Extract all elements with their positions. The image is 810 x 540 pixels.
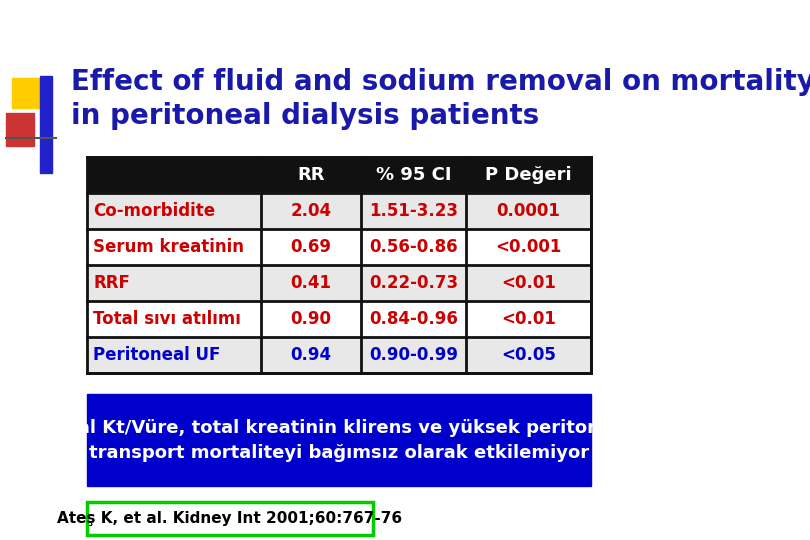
Text: % 95 CI: % 95 CI (376, 166, 451, 184)
Text: Total Kt/Vüre, total kreatinin klirens ve yüksek peritoneal
transport mortalitey: Total Kt/Vüre, total kreatinin klirens v… (47, 418, 630, 462)
Bar (87, 301, 590, 336)
Text: Peritoneal UF: Peritoneal UF (93, 346, 220, 363)
Text: 0.94: 0.94 (290, 346, 331, 363)
Text: 0.22-0.73: 0.22-0.73 (369, 274, 458, 292)
Text: 0.0001: 0.0001 (497, 201, 561, 220)
Text: Effect of fluid and sodium removal on mortality
in peritoneal dialysis patients: Effect of fluid and sodium removal on mo… (71, 68, 810, 130)
Text: 1.51-3.23: 1.51-3.23 (369, 201, 458, 220)
Bar (87, 265, 590, 301)
Bar (87, 157, 590, 373)
Text: 0.90-0.99: 0.90-0.99 (369, 346, 458, 363)
Text: P Değeri: P Değeri (485, 166, 572, 184)
Text: 0.84-0.96: 0.84-0.96 (369, 309, 458, 328)
Text: 0.69: 0.69 (290, 238, 331, 255)
Text: Ateş K, et al. Kidney Int 2001;60:767-76: Ateş K, et al. Kidney Int 2001;60:767-76 (58, 511, 403, 526)
Text: <0.001: <0.001 (495, 238, 561, 255)
Bar (6, 113, 34, 146)
Text: 0.56-0.86: 0.56-0.86 (369, 238, 458, 255)
Bar (87, 394, 590, 486)
Bar (87, 228, 590, 265)
Text: <0.05: <0.05 (501, 346, 556, 363)
Text: 0.41: 0.41 (290, 274, 331, 292)
Text: Serum kreatinin: Serum kreatinin (93, 238, 245, 255)
Text: Total sıvı atılımı: Total sıvı atılımı (93, 309, 241, 328)
Text: 2.04: 2.04 (290, 201, 331, 220)
Bar (12, 78, 47, 108)
Text: RR: RR (297, 166, 325, 184)
Text: <0.01: <0.01 (501, 274, 556, 292)
Bar (40, 76, 52, 173)
Bar (87, 336, 590, 373)
Text: 0.90: 0.90 (290, 309, 331, 328)
Text: RRF: RRF (93, 274, 130, 292)
Bar (87, 193, 590, 228)
Bar (87, 157, 590, 193)
FancyBboxPatch shape (87, 502, 373, 535)
Text: Co-morbidite: Co-morbidite (93, 201, 215, 220)
Text: <0.01: <0.01 (501, 309, 556, 328)
